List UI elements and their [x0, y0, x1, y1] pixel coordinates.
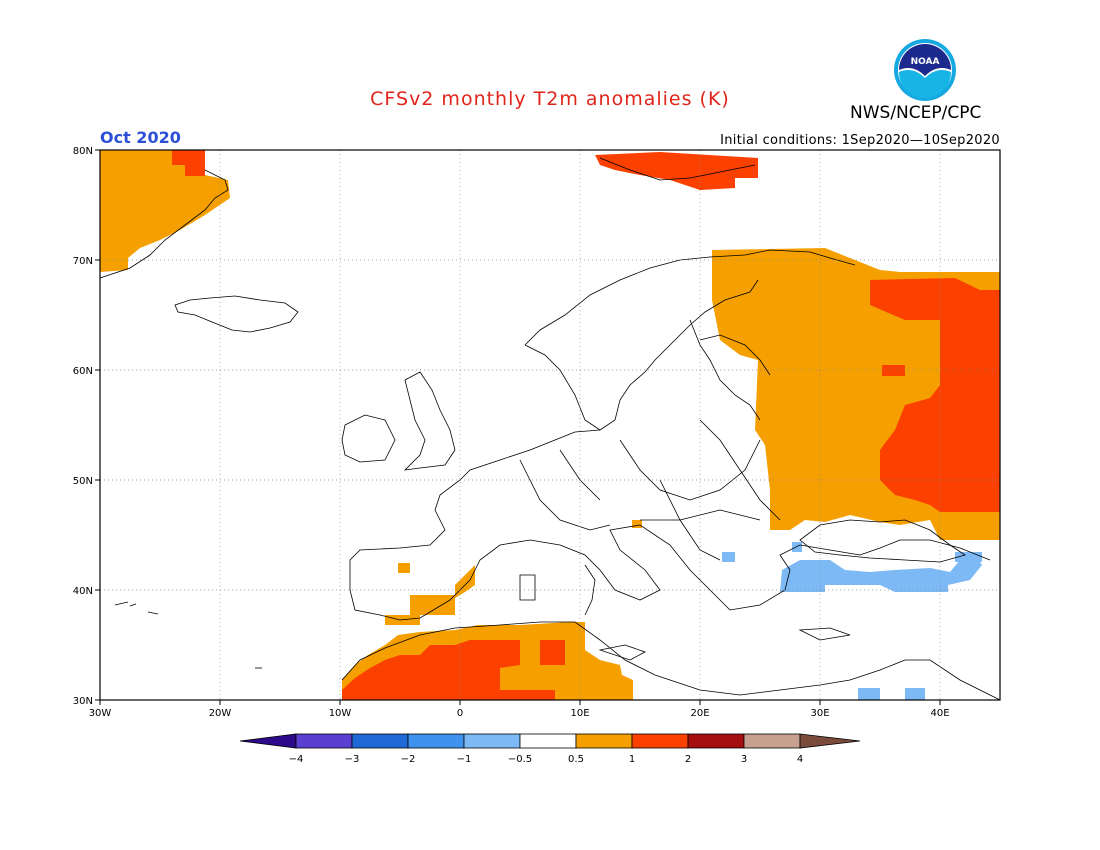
anomaly-fills: [100, 150, 1000, 700]
lon-label: 40E: [930, 708, 949, 719]
colorbar-label: −3: [345, 754, 360, 765]
colorbar-labels: −4 −3 −2 −1 −0.5 0.5 1 2 3 4: [289, 754, 804, 765]
colorbar-label: 2: [685, 754, 691, 765]
fill-greenland-orange: [100, 150, 230, 272]
initial-conditions: Initial conditions: 1Sep2020—10Sep2020: [720, 133, 1000, 148]
fill-blue-small-3: [858, 688, 880, 700]
lon-label: 30W: [89, 708, 112, 719]
colorbar-label: 4: [797, 754, 803, 765]
colorbar-label: −0.5: [508, 754, 532, 765]
lat-label: 40N: [73, 586, 93, 597]
colorbar-label: −2: [401, 754, 416, 765]
colorbar-swatch: [519, 733, 577, 749]
colorbar-swatch: [407, 733, 465, 749]
colorbar-label: 0.5: [568, 754, 584, 765]
lon-label: 10E: [570, 708, 589, 719]
valid-month: Oct 2020: [100, 128, 181, 147]
colorbar-label: 1: [629, 754, 635, 765]
fill-blue-small-1: [722, 552, 735, 562]
fill-russia-red: [870, 278, 1000, 512]
colorbar-swatch: [743, 733, 801, 749]
lat-label: 50N: [73, 476, 93, 487]
fill-russia-red-small: [882, 365, 905, 376]
chart-title: CFSv2 monthly T2m anomalies (K): [370, 88, 730, 110]
colorbar-swatch: [351, 733, 409, 749]
logo-text: NOAA: [911, 57, 940, 67]
fill-africa-red: [342, 640, 555, 700]
colorbar-swatch: [631, 733, 689, 749]
lat-label: 60N: [73, 366, 93, 377]
lat-labels: 30N 40N 50N 60N 70N 80N: [73, 146, 93, 707]
fill-iberia-small: [398, 563, 410, 573]
colorbar-swatch: [687, 733, 745, 749]
lon-label: 10W: [329, 708, 352, 719]
colorbar-swatch: [239, 733, 297, 749]
fill-adriatic-small: [632, 520, 642, 528]
agency-label: NWS/NCEP/CPC: [850, 103, 982, 123]
lon-labels: 30W 20W 10W 0 10E 20E 30E 40E: [89, 708, 950, 719]
colorbar-swatch: [295, 733, 353, 749]
lon-label: 20W: [209, 708, 232, 719]
colorbar: [239, 733, 861, 749]
colorbar-swatch: [463, 733, 521, 749]
lon-label: 30E: [810, 708, 829, 719]
colorbar-label: 3: [741, 754, 747, 765]
colorbar-swatch: [799, 733, 861, 749]
lat-label: 30N: [73, 696, 93, 707]
colorbar-label: −1: [457, 754, 472, 765]
fill-blacksea-blue: [780, 555, 982, 592]
colorbar-swatch: [575, 733, 633, 749]
coastlines: [99, 157, 1001, 701]
fill-blue-small-2: [792, 542, 802, 552]
tick-marks: [95, 149, 941, 705]
lon-label: 20E: [690, 708, 709, 719]
lat-label: 70N: [73, 256, 93, 267]
fill-iberia-orange: [410, 565, 475, 615]
fill-svalbard-red: [595, 152, 758, 190]
map-frame: [99, 149, 1001, 701]
noaa-logo-icon: NOAA: [894, 39, 956, 101]
fill-africa-red-2: [540, 640, 565, 665]
lat-label: 80N: [73, 146, 93, 157]
fill-blue-small-4: [905, 688, 925, 700]
fill-greenland-red: [172, 150, 205, 176]
lon-label: 0: [457, 708, 463, 719]
colorbar-label: −4: [289, 754, 304, 765]
